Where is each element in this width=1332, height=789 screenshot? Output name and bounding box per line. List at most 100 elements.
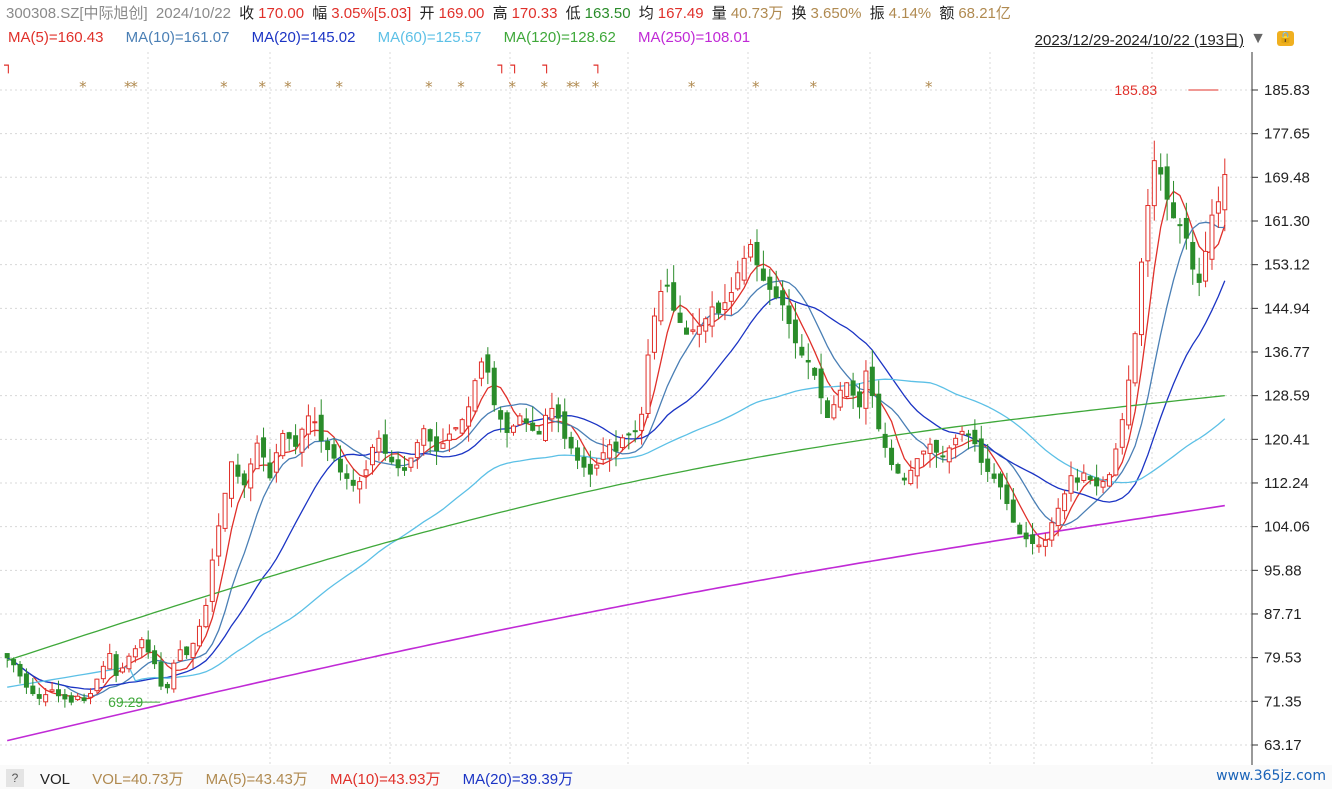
y-tick-label: 120.41 <box>1264 431 1310 448</box>
high-value: 170.33 <box>511 5 558 22</box>
y-tick-label: 87.71 <box>1264 606 1302 623</box>
candle-body <box>857 391 863 408</box>
candle-body <box>434 436 440 452</box>
candle-body <box>177 649 183 662</box>
candle-body <box>818 368 824 399</box>
candle-body <box>145 639 151 653</box>
candle-body <box>222 492 228 529</box>
candle-body <box>510 425 516 433</box>
candles <box>4 140 1228 708</box>
max-label: 185.83 <box>1114 82 1157 98</box>
candle-body <box>88 693 93 698</box>
candle-body <box>607 444 613 459</box>
star-marker: * <box>688 78 696 96</box>
candle-body <box>824 400 830 418</box>
candle-body <box>876 393 882 430</box>
candle-body <box>1055 507 1061 527</box>
candle-body <box>773 286 779 298</box>
stock-code: 300308.SZ[中际旭创] <box>6 5 148 22</box>
candle-body <box>921 450 927 455</box>
candle-body <box>703 318 709 332</box>
ma10-legend[interactable]: MA(10)=161.07 <box>125 29 230 46</box>
candle-body <box>1177 224 1183 227</box>
candle-body <box>1203 250 1209 282</box>
vol-label[interactable]: VOL <box>40 771 71 788</box>
candle-body <box>1004 484 1010 504</box>
vol-ma20: MA(20)=39.39万 <box>462 771 574 788</box>
ma60-legend[interactable]: MA(60)=125.57 <box>377 29 482 46</box>
candle-body <box>75 695 81 701</box>
candle-body <box>555 404 561 419</box>
candle-body <box>1010 499 1016 523</box>
triangle-down-icon[interactable]: ▼ <box>1250 30 1266 47</box>
candle-body <box>337 458 343 473</box>
candle-body <box>440 443 446 449</box>
star-marker: * <box>508 78 516 96</box>
candle-body <box>100 665 106 680</box>
candle-body <box>568 436 574 449</box>
candlestick-chart[interactable]: * ** * * * * * * * * ** * * * * *┐ ┐ ┐ ┐ ┐ 185.83177.65169.… <box>0 52 1332 765</box>
candle-body <box>498 410 504 420</box>
close-label: 收 <box>239 5 255 22</box>
ma120-legend[interactable]: MA(120)=128.62 <box>503 29 616 46</box>
star-marker: * <box>925 78 933 96</box>
candle-body <box>280 433 286 457</box>
star-marker: * <box>810 78 818 96</box>
y-axis: 185.83 177.65 169.48 161.30 153.12 144.94 136.… <box>1251 52 1310 765</box>
volume-value: 40.73万 <box>730 5 784 22</box>
date-range-selector[interactable]: 2023/12/29-2024/10/22 (193日) <box>1034 32 1244 49</box>
candle-body <box>273 452 279 473</box>
high-label: 高 <box>492 5 508 22</box>
star-marker: * <box>425 78 433 96</box>
candle-body <box>1023 532 1029 540</box>
candle-body <box>940 455 946 458</box>
candle-body <box>594 464 600 469</box>
candle-body <box>453 427 459 430</box>
bracket-marker: ┐ <box>498 58 506 74</box>
candle-body <box>1171 202 1177 219</box>
candle-body <box>581 456 587 468</box>
turnover-value: 3.650% <box>810 5 862 22</box>
y-tick-label: 79.53 <box>1264 650 1302 667</box>
y-tick-label: 169.48 <box>1264 169 1310 186</box>
candle-body <box>350 479 356 486</box>
candle-body <box>1087 476 1093 480</box>
candle-body <box>299 428 305 453</box>
min-label: 69.29 <box>108 694 143 710</box>
amplitude-value: 4.14% <box>888 5 932 22</box>
candle-body <box>728 292 734 302</box>
ma5-legend[interactable]: MA(5)=160.43 <box>8 29 104 46</box>
candle-body <box>312 421 318 424</box>
y-tick-label: 185.83 <box>1264 82 1310 99</box>
candle-body <box>869 366 875 397</box>
candle-body <box>844 382 850 397</box>
candle-body <box>1139 261 1144 336</box>
bracket-marker: ┐ <box>510 58 518 74</box>
candle-body <box>767 276 773 290</box>
candle-body <box>651 315 657 353</box>
candle-body <box>421 428 427 446</box>
candle-body <box>402 467 408 471</box>
chart-grid <box>0 52 1252 765</box>
candle-body <box>799 346 805 356</box>
turnover-label: 换 <box>791 5 807 22</box>
candle-body <box>4 653 10 659</box>
lock-icon[interactable]: 🔒 <box>1277 31 1294 46</box>
avg-value: 167.49 <box>657 5 704 22</box>
candle-body <box>235 464 241 477</box>
star-marker: * <box>566 78 574 96</box>
open-label: 开 <box>419 5 435 22</box>
ma250-legend[interactable]: MA(250)=108.01 <box>637 29 751 46</box>
candle-body <box>998 473 1003 488</box>
ma20-legend[interactable]: MA(20)=145.02 <box>251 29 356 46</box>
candle-body <box>1113 448 1119 476</box>
star-marker: * <box>284 78 292 96</box>
vol-value: VOL=40.73万 <box>92 771 184 788</box>
candle-body <box>1145 205 1151 262</box>
candle-body <box>318 414 324 441</box>
candle-body <box>1100 481 1106 488</box>
help-button[interactable]: ? <box>6 769 24 787</box>
candle-body <box>11 659 17 666</box>
candle-body <box>504 412 510 433</box>
candle-body <box>991 473 997 479</box>
